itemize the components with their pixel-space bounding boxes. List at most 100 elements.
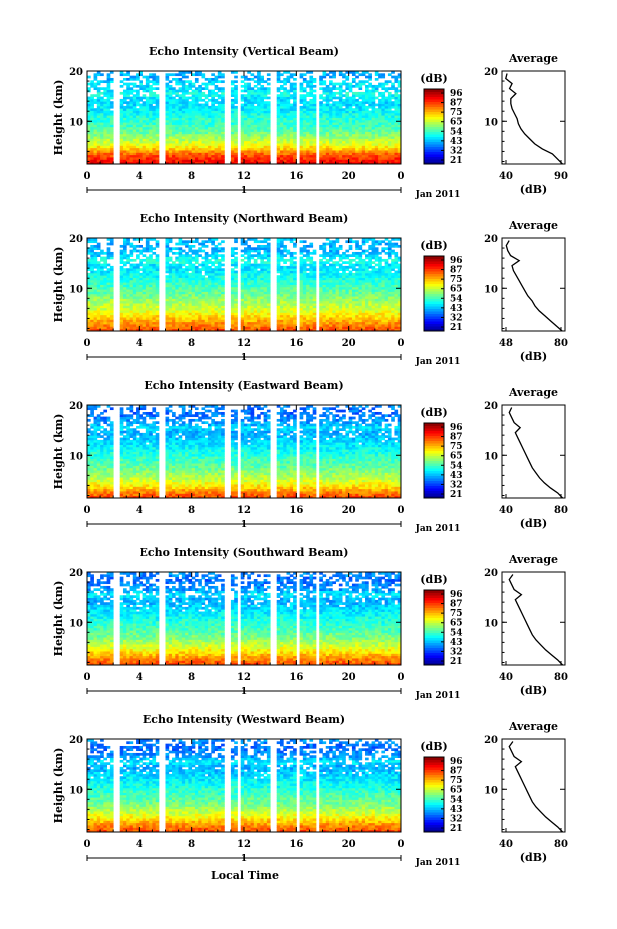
heatmap-cell [132,115,137,118]
heatmap-cell [253,279,258,283]
heatmap-cell [93,138,98,142]
heatmap-cell [325,133,330,137]
heatmap-cell [361,150,366,153]
heatmap-cell [309,82,314,86]
heatmap-cell [126,71,130,74]
heatmap-cell [332,115,336,118]
heatmap-cell [263,159,268,163]
heatmap-cell [181,284,186,288]
heatmap-cell [155,312,160,316]
heatmap-cell [240,312,245,316]
heatmap-cell [122,110,127,114]
heatmap-cell [132,140,137,144]
heatmap-cell [299,94,304,97]
heatmap-cell [211,157,215,160]
heatmap-cell [109,282,114,285]
heatmap-cell [172,115,176,118]
heatmap-cell [126,77,130,81]
heatmap-cell [253,80,258,84]
heatmap-cell [283,126,287,130]
heatmap-cell [204,157,209,160]
heatmap-cell [87,138,91,142]
heatmap-cell [355,133,359,137]
heatmap-cell [106,117,111,121]
heatmap-cell [100,131,104,135]
heatmap-cell [368,84,372,88]
heatmap-cell [299,96,304,100]
heatmap-cell [175,91,179,95]
heatmap-cell [132,145,137,149]
heatmap-cell [122,77,127,81]
heatmap-cell [172,303,176,306]
heatmap-cell [348,110,353,114]
heatmap-cell [178,136,183,139]
heatmap-cell [299,117,304,121]
heatmap-cell [394,312,399,316]
heatmap-cell [168,293,173,297]
heatmap-cell [240,115,245,118]
heatmap-cell [253,133,258,137]
heatmap-cell [119,131,124,135]
heatmap-cell [149,122,153,125]
heatmap-cell [263,307,268,311]
heatmap-cell [342,122,346,125]
heatmap-cell [165,133,170,137]
heatmap-cell [240,105,245,109]
heatmap-cell [90,152,94,156]
heatmap-cell [309,279,314,283]
heatmap-cell [371,328,376,332]
heatmap-cell [329,284,333,288]
heatmap-cell [368,314,372,318]
heatmap-cell [152,143,157,146]
heatmap-cell [122,289,127,292]
heatmap-cell [106,157,111,160]
heatmap-cell [139,145,143,149]
heatmap-cell [365,286,369,290]
heatmap-cell [234,282,238,285]
heatmap-cell [283,328,287,332]
heatmap-cell [152,161,157,165]
heatmap-cell [155,126,160,130]
heatmap-cell [358,324,363,327]
heatmap-cell [279,161,284,165]
heatmap-cell [106,298,111,302]
heatmap-cell [365,80,369,84]
heatmap-cell [338,314,343,318]
heatmap-cell [351,157,356,160]
heatmap-cell [230,112,235,116]
heatmap-cell [194,324,199,327]
heatmap-cell [250,284,255,288]
heatmap-cell [132,152,137,156]
heatmap-cell [165,152,170,156]
heatmap-cell [142,310,147,313]
heatmap-cell [149,98,153,102]
heatmap-cell [119,124,124,128]
heatmap-cell [142,293,147,297]
heatmap-cell [338,305,343,309]
heatmap-cell [286,105,291,109]
heatmap-cell [142,328,147,332]
heatmap-cell [306,91,310,95]
heatmap-cell [358,289,363,292]
heatmap-cell [335,91,340,95]
heatmap-cell [106,138,111,142]
heatmap-cell [289,324,294,327]
heatmap-cell [374,112,379,116]
heatmap-cell [342,89,346,93]
heatmap-cell [260,124,265,128]
heatmap-cell [355,303,359,306]
heatmap-cell [217,131,222,135]
heatmap-cell [361,310,366,313]
heatmap-cell [214,279,219,283]
heatmap-cell [149,307,153,311]
heatmap-cell [90,124,94,128]
heatmap-cell [299,138,304,142]
heatmap-cell [165,150,170,153]
heatmap-cell [286,101,291,104]
heatmap-cell [381,300,386,304]
heatmap-cell [168,87,173,90]
heatmap-cell [302,293,307,297]
heatmap-cell [106,143,111,146]
heatmap-cell [358,159,363,163]
heatmap-cell [306,112,310,116]
